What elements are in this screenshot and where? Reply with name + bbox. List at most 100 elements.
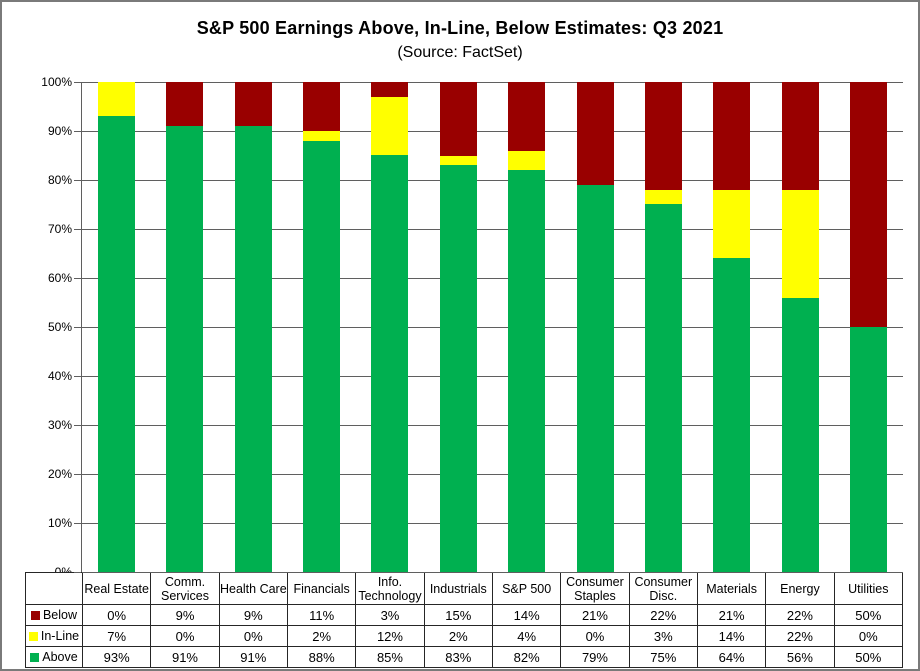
bar-segment-inline — [97, 82, 135, 117]
table-cell-value: 50% — [833, 646, 904, 668]
y-axis-tick — [74, 82, 81, 83]
table-cell-value: 93% — [81, 646, 152, 668]
table-cell-value: 12% — [355, 625, 425, 647]
category-label-line: Info. — [377, 574, 403, 589]
table-corner-cell — [25, 572, 83, 605]
bar-segment-above — [781, 297, 819, 572]
table-cell-value: 22% — [765, 604, 835, 626]
table-cell-value: 88% — [286, 646, 357, 668]
table-cell-value: 56% — [765, 646, 835, 668]
bar-segment-below — [645, 82, 683, 190]
gridline — [82, 523, 903, 524]
chart-title: S&P 500 Earnings Above, In-Line, Below E… — [196, 18, 724, 38]
table-cell-value: 91% — [150, 646, 220, 668]
gridline — [82, 131, 903, 132]
table-header-category: Info. Technology — [355, 572, 425, 605]
gridline — [82, 180, 903, 181]
stacked-bar-energy — [781, 82, 819, 572]
table-cell-value: 79% — [560, 646, 630, 668]
table-cell-value: 14% — [491, 604, 562, 626]
table-cell-value: 83% — [423, 646, 493, 668]
table-cell-value: 7% — [81, 625, 152, 647]
y-axis-tick — [74, 474, 81, 475]
data-table: Real Estate Comm. Services Health Care Finan… — [25, 572, 904, 668]
table-cell-value: 75% — [628, 646, 698, 668]
table-cell-value: 50% — [833, 604, 904, 626]
y-axis-tick-label: 50% — [47, 320, 72, 334]
stacked-bar-consumer-disc- — [645, 82, 683, 572]
y-axis-tick — [74, 229, 81, 230]
bar-segment-below — [713, 82, 751, 190]
gridline — [82, 327, 903, 328]
y-axis-line — [81, 82, 82, 573]
bar-segment-above — [645, 204, 683, 572]
table-row-above: Above 93% 91% 91% 88% 85% 83% 82% 79% 75% 64% 56% 50… — [25, 646, 904, 668]
category-label-line: Industrials — [429, 581, 487, 596]
chart-plot-area — [82, 82, 903, 573]
bar-segment-below — [508, 82, 546, 151]
legend-cell-in-line: In-Line — [25, 625, 83, 647]
y-axis-tick — [74, 572, 81, 573]
stacked-bar-health-care — [234, 82, 272, 572]
table-header-category: S&P 500 — [491, 572, 562, 605]
y-axis-tick-label: 90% — [47, 124, 72, 138]
table-cell-value: 21% — [696, 604, 767, 626]
table-cell-value: 11% — [286, 604, 357, 626]
table-header-category: Financials — [286, 572, 357, 605]
category-label-line: Technology — [358, 588, 422, 603]
category-label-line: Consumer — [566, 574, 624, 589]
table-cell-value: 21% — [560, 604, 630, 626]
bar-segment-inline — [371, 96, 409, 156]
gridline — [82, 572, 903, 573]
bar-segment-below — [234, 82, 272, 127]
bar-segment-above — [302, 140, 340, 572]
y-axis-tick-label: 10% — [47, 516, 72, 530]
stacked-bar-industrials — [439, 82, 477, 572]
table-cell-value: 22% — [765, 625, 835, 647]
y-axis-tick-label: 80% — [47, 173, 72, 187]
y-axis-tick — [74, 278, 81, 279]
y-axis-tick — [74, 327, 81, 328]
gridline — [82, 474, 903, 475]
table-header-category: Energy — [765, 572, 835, 605]
table-header-category: Consumer Disc. — [628, 572, 698, 605]
legend-label: In-Line — [40, 629, 80, 643]
legend-swatch-in-line — [28, 632, 38, 641]
table-cell-value: 15% — [423, 604, 493, 626]
table-row-below: Below 0% 9% 9% 11% 3% 15% 14% 21% 22% 21% 22% 50% — [25, 604, 904, 626]
bar-segment-above — [439, 165, 477, 572]
table-header-category: Materials — [696, 572, 767, 605]
chart-subtitle: (Source: FactSet) — [397, 44, 523, 61]
table-header-category: Health Care — [218, 572, 288, 605]
table-header-category: Utilities — [833, 572, 904, 605]
category-label-line: Comm. — [164, 574, 206, 589]
table-cell-value: 3% — [628, 625, 698, 647]
bar-segment-above — [371, 155, 409, 572]
table-cell-value: 85% — [355, 646, 425, 668]
y-axis-tick — [74, 376, 81, 377]
category-label-line: Consumer — [634, 574, 693, 589]
bar-segment-inline — [302, 131, 340, 141]
y-axis-tick — [74, 180, 81, 181]
gridline — [82, 278, 903, 279]
bar-segment-above — [713, 258, 751, 572]
category-label-line: Real Estate — [84, 581, 149, 596]
gridline — [82, 229, 903, 230]
table-cell-value: 9% — [218, 604, 288, 626]
bar-segment-above — [234, 126, 272, 572]
table-cell-value: 0% — [150, 625, 220, 647]
stacked-bar-consumer-staples — [576, 82, 614, 572]
category-label-line: S&P 500 — [502, 581, 552, 596]
bar-segment-below — [166, 82, 204, 127]
gridline — [82, 376, 903, 377]
bar-segment-inline — [713, 189, 751, 259]
stacked-bar-materials — [713, 82, 751, 572]
bar-segment-inline — [781, 189, 819, 298]
bar-segment-below — [576, 82, 614, 185]
table-header-category: Comm. Services — [150, 572, 220, 605]
stacked-bar-utilities — [850, 82, 888, 572]
y-axis-tick-label: 40% — [47, 369, 72, 383]
table-cell-value: 2% — [423, 625, 493, 647]
table-cell-value: 9% — [150, 604, 220, 626]
